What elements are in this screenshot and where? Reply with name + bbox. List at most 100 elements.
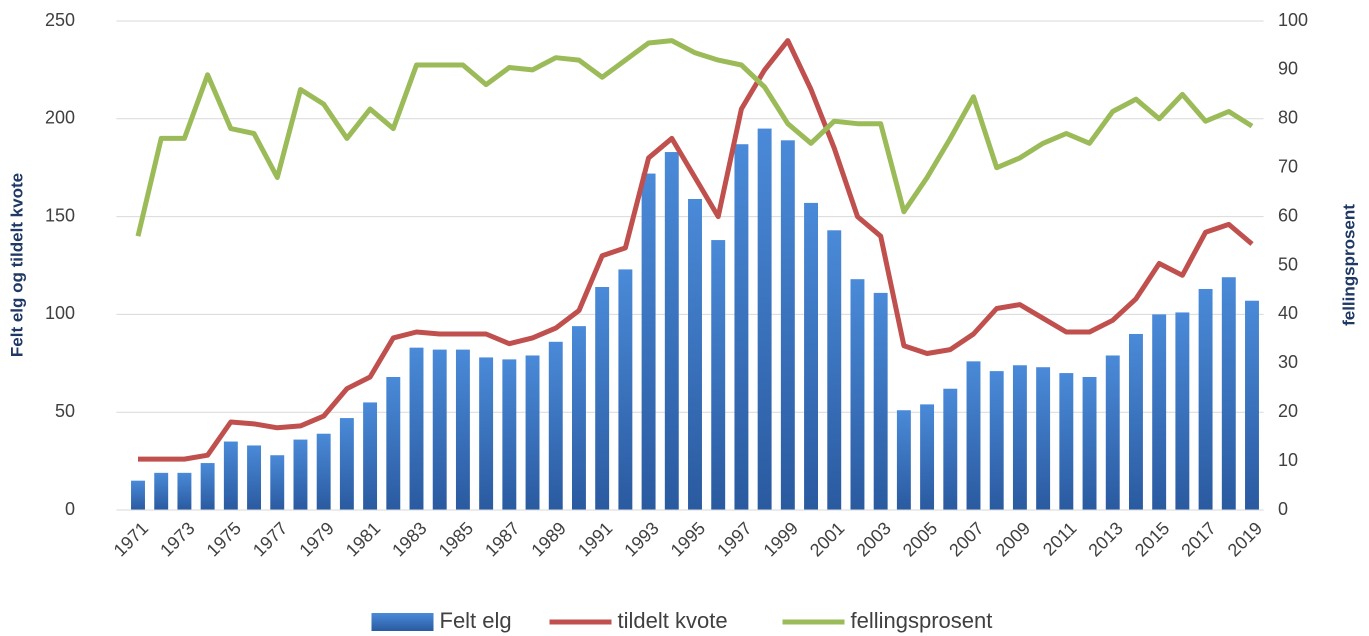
bar [1152,314,1167,510]
legend-label: fellingsprosent [851,608,993,633]
y2-tick-label: 60 [1278,205,1298,225]
y-axis-title: Felt elg og tildelt kvote [7,173,26,357]
bar [1082,376,1097,510]
y2-tick-label: 80 [1278,108,1298,128]
x-tick-label: 1997 [713,518,755,560]
bar [525,355,540,510]
x-tick-label: 1977 [249,518,291,560]
bar [316,433,331,510]
bar [1221,277,1236,510]
bar [827,230,842,511]
bar [734,144,749,510]
x-tick-label: 1975 [203,518,245,560]
bar [1036,367,1051,510]
bar [1175,312,1190,510]
bar [873,292,888,510]
y2-tick-label: 30 [1278,352,1298,372]
bar [804,202,819,510]
x-tick-label: 1979 [295,518,337,560]
bar [641,173,656,510]
bar [502,359,517,510]
bar [270,455,285,510]
bar [479,357,494,510]
y2-tick-label: 0 [1278,499,1288,519]
y2-tick-label: 40 [1278,303,1298,323]
x-tick-label: 1973 [156,518,198,560]
bar [1105,355,1120,510]
y-tick-label: 200 [45,108,75,128]
x-tick-label: 1999 [760,518,802,560]
bar [989,371,1004,510]
bar [943,388,958,510]
bar [711,240,726,510]
bar [896,410,911,510]
y-tick-label: 100 [45,303,75,323]
bar [409,347,424,510]
x-tick-label: 2017 [1177,518,1219,560]
bar [618,269,633,510]
bar [363,402,378,510]
bar [1059,373,1074,510]
x-tick-label: 2019 [1224,518,1266,560]
bar [571,326,586,510]
y-tick-label: 0 [65,499,75,519]
x-tick-label: 2011 [1039,518,1081,560]
bar [850,279,865,510]
bar [432,349,447,510]
bar [386,376,401,510]
x-tick-label: 1991 [574,518,616,560]
x-tick-label: 1985 [435,518,477,560]
y-tick-label: 50 [55,401,75,421]
bar [223,441,238,510]
bar [177,472,192,510]
bar [1245,300,1259,510]
line [138,38,1254,462]
y2-tick-label: 70 [1278,156,1298,176]
y2-tick-label: 100 [1278,10,1308,30]
x-tick-label: 1983 [388,518,430,560]
y2-tick-label: 50 [1278,254,1298,274]
bar [664,152,679,510]
bar [247,445,262,510]
x-tick-label: 2009 [992,518,1034,560]
x-tick-label: 1993 [620,518,662,560]
x-tick-label: 1987 [481,518,523,560]
bar [293,439,308,510]
y-tick-label: 250 [45,10,75,30]
bar [780,140,795,511]
x-tick-label: 1989 [527,518,569,560]
x-tick-label: 2007 [945,518,987,560]
x-tick-label: 1971 [110,518,152,560]
x-tick-label: 1995 [667,518,709,560]
bar [154,472,169,510]
y2-tick-label: 10 [1278,450,1298,470]
x-tick-label: 1981 [342,518,384,560]
x-tick-label: 2001 [806,518,848,560]
bar [339,418,354,510]
line [135,38,1254,237]
y2-tick-label: 90 [1278,59,1298,79]
x-tick-label: 2013 [1084,518,1126,560]
bar [1198,288,1213,510]
legend-label: tildelt kvote [618,608,728,633]
y-tick-label: 150 [45,205,75,225]
y2-tick-label: 20 [1278,401,1298,421]
bar [548,341,563,510]
x-tick-label: 2015 [1131,518,1173,560]
bar [1012,365,1027,510]
x-tick-label: 2005 [899,518,941,560]
bar [920,404,935,510]
bar [757,128,772,510]
bar [966,361,981,510]
bar [1128,333,1143,510]
y2-axis-title: fellingsprosent [1339,204,1358,326]
x-tick-label: 2003 [852,518,894,560]
legend-swatch [371,613,434,631]
bar [131,480,145,510]
bar [688,198,702,510]
bar [455,349,470,510]
bar [200,463,215,510]
bar [595,287,610,510]
legend-label: Felt elg [440,608,512,633]
